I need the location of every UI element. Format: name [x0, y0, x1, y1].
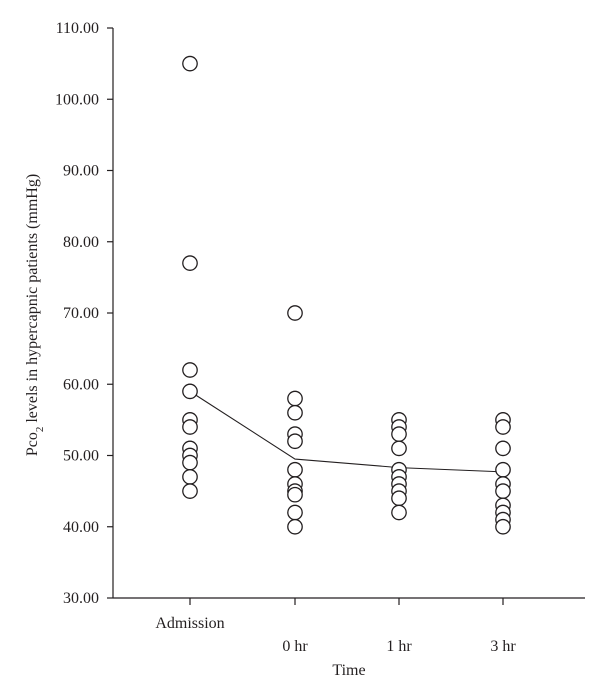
data-points [182, 55, 511, 535]
data-series [182, 55, 511, 535]
data-point [391, 504, 407, 521]
y-axis-title-rest: levels in hypercapnic patients (mmHg) [24, 174, 41, 427]
data-point [182, 383, 198, 400]
data-point [287, 305, 303, 321]
data-point [287, 390, 303, 407]
data-point [182, 55, 198, 72]
data-point [287, 504, 303, 521]
y-tick-label: 30.00 [63, 590, 99, 607]
data-point [182, 255, 198, 271]
x-ticks: Admission 0 hr 1 hr 3 hr [155, 598, 516, 655]
data-point [495, 419, 511, 435]
y-tick-label: 90.00 [63, 163, 99, 180]
data-point [287, 404, 303, 421]
data-point [287, 433, 303, 450]
x-tick-label: Admission [155, 615, 224, 632]
data-point [495, 518, 511, 535]
data-point [182, 362, 198, 378]
data-point [287, 518, 303, 535]
y-axis-title-subscript: 2 [34, 427, 46, 433]
y-tick-label: 100.00 [55, 91, 99, 108]
data-point [495, 483, 511, 499]
data-point [287, 486, 303, 503]
x-tick-label: 1 hr [386, 638, 412, 655]
data-point [391, 440, 407, 457]
y-tick-label: 70.00 [63, 305, 99, 322]
data-point [495, 440, 511, 457]
y-tick-label: 80.00 [63, 234, 99, 251]
y-ticks: 30.00 40.00 50.00 60.00 70.00 80.00 90.00 100.0… [55, 20, 113, 607]
y-tick-label: 50.00 [63, 448, 99, 465]
y-axis-title: Pco2 levels in hypercapnic patients (mmH… [24, 174, 46, 456]
y-tick-label: 110.00 [56, 20, 99, 37]
data-point [495, 461, 511, 478]
x-tick-label: 0 hr [282, 638, 308, 655]
data-point [287, 461, 303, 478]
y-axis: 30.00 40.00 50.00 60.00 70.00 80.00 90.00 100.0… [55, 20, 114, 607]
data-point [182, 454, 198, 471]
x-axis: Admission 0 hr 1 hr 3 hr [113, 597, 585, 655]
data-point [391, 426, 407, 442]
data-point [182, 469, 198, 485]
data-point [391, 490, 407, 507]
data-point [182, 483, 198, 499]
y-tick-label: 40.00 [63, 519, 99, 536]
y-axis-title-main: Pco [24, 432, 41, 456]
x-axis-title: Time [332, 662, 365, 679]
y-tick-label: 60.00 [63, 376, 99, 393]
x-tick-label: 3 hr [490, 638, 516, 655]
mean-trend-line [189, 390, 504, 473]
data-point [182, 419, 198, 435]
